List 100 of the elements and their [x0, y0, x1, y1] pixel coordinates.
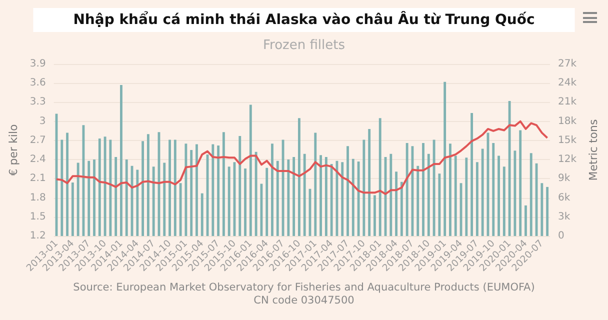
bar — [104, 136, 106, 236]
bar — [196, 144, 198, 236]
y2-tick-label: 6k — [558, 192, 570, 204]
bar — [432, 140, 436, 236]
bar — [146, 134, 150, 236]
y2-tick-label: 0 — [558, 230, 564, 242]
bar — [449, 144, 452, 236]
bar — [152, 166, 155, 236]
bar — [465, 158, 468, 236]
bar — [260, 184, 263, 236]
bar — [368, 128, 371, 236]
bar — [540, 183, 544, 236]
bar — [498, 156, 500, 236]
bar — [454, 156, 457, 236]
y-tick-label: 2.7 — [30, 134, 46, 146]
chart-subtitle: Frozen fillets — [262, 38, 346, 53]
bar — [125, 160, 128, 236]
y-tick-label: 1.2 — [30, 230, 46, 242]
bar — [374, 195, 376, 236]
y-tick-label: 3.6 — [30, 78, 46, 89]
bar — [502, 166, 506, 236]
bar — [438, 174, 441, 236]
y-axis-title: € per kilo — [7, 124, 20, 176]
bar — [324, 157, 328, 236]
bar — [76, 162, 80, 236]
y-tick-label: 3.3 — [30, 96, 46, 108]
bar — [120, 85, 122, 236]
bar — [400, 182, 403, 236]
bar — [271, 144, 274, 236]
bar — [352, 158, 354, 236]
bar — [109, 140, 112, 236]
line-series — [56, 120, 548, 195]
bar — [254, 152, 258, 236]
bar — [93, 160, 96, 236]
bar — [71, 182, 74, 236]
bar — [492, 142, 495, 236]
y2-tick-label: 27k — [558, 58, 577, 70]
bar — [228, 166, 230, 236]
bar — [524, 205, 527, 236]
y-tick-label: 1.8 — [30, 192, 46, 204]
y-tick-label: 2.4 — [30, 154, 46, 166]
y2-axis-title: Metric tons — [587, 119, 600, 181]
bar — [346, 146, 349, 236]
bar — [238, 136, 242, 236]
bar — [406, 142, 408, 236]
y2-tick-label: 3k — [558, 211, 570, 222]
bar — [330, 164, 333, 236]
bar — [314, 132, 317, 236]
text: CN code 03047500 — [254, 294, 354, 306]
bar — [514, 150, 516, 236]
bar — [416, 166, 420, 236]
bar — [98, 138, 101, 236]
bar — [427, 154, 430, 236]
y2-tick-label: 24k — [558, 78, 577, 89]
bar — [163, 162, 166, 236]
chart-title: Nhập khẩu cá minh thái Alaska vào châu Âu từ Trung Quốc — [73, 11, 535, 28]
bar — [222, 132, 225, 236]
bar — [212, 144, 214, 236]
bar — [390, 154, 392, 236]
bar — [470, 113, 474, 236]
y2-tick-label: 12k — [558, 154, 577, 166]
bar — [378, 118, 382, 236]
bar — [519, 130, 522, 236]
bar — [66, 132, 68, 236]
bar — [60, 140, 64, 236]
bar — [546, 186, 549, 236]
bar — [114, 157, 118, 236]
bar — [292, 157, 296, 236]
bar — [476, 162, 478, 236]
bar — [190, 150, 193, 236]
y2-tick-label: 18k — [558, 116, 577, 127]
y-tick-label: 2.1 — [30, 173, 46, 184]
y2-tick-label: 21k — [558, 96, 577, 108]
y-tick-label: 1.5 — [30, 211, 46, 222]
bar — [320, 155, 322, 236]
bar — [249, 104, 252, 236]
bar — [395, 172, 398, 236]
bar — [508, 100, 511, 236]
bar — [179, 183, 182, 236]
bar — [481, 148, 484, 236]
bar — [422, 142, 424, 236]
bar — [287, 160, 290, 236]
bar — [530, 153, 532, 236]
bar — [142, 141, 144, 236]
bar — [362, 140, 366, 236]
bar — [244, 168, 246, 236]
bar — [303, 154, 306, 236]
bar — [88, 160, 90, 236]
bar — [174, 140, 176, 236]
y-tick-label: 3.9 — [30, 58, 46, 70]
bar — [168, 140, 171, 236]
y2-tick-label: 9k — [558, 173, 570, 184]
bar — [136, 170, 139, 236]
bar — [336, 160, 338, 236]
bar — [298, 118, 300, 236]
y2-tick-label: 15k — [558, 134, 577, 146]
y-tick-label: 3 — [39, 116, 46, 127]
bar — [341, 162, 344, 236]
bar — [266, 168, 268, 236]
source-note: Source: European Market Observatory for Fisheries and Aquaculture Products (EUMOFA) — [73, 282, 535, 294]
